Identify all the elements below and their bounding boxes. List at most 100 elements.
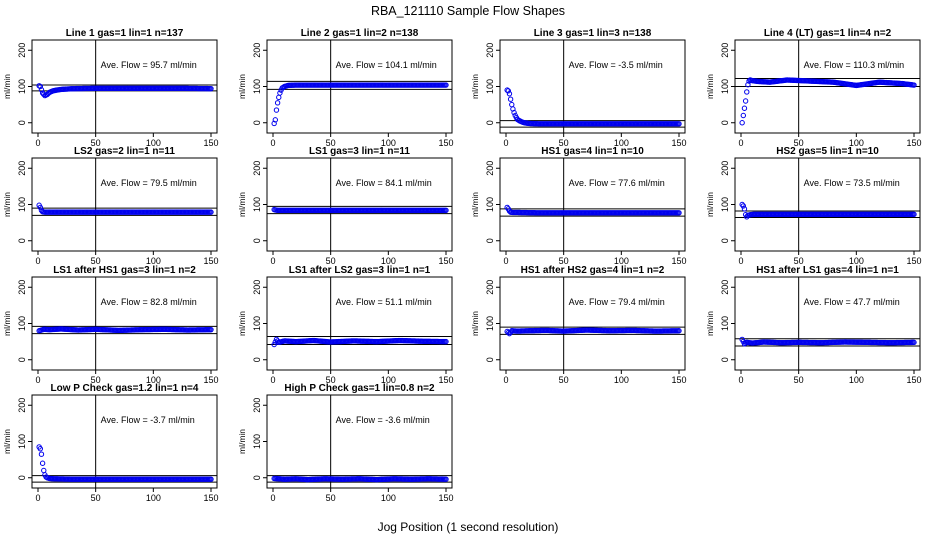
y-tick-label: 0 [485,238,495,243]
y-tick-label: 200 [252,398,262,413]
data-points [739,77,917,126]
data-points [36,444,214,482]
panel-title: Line 2 gas=1 lin=2 n=138 [301,28,419,39]
y-tick-label: 0 [17,357,27,362]
panel-title: HS1 gas=4 lin=1 n=10 [541,146,644,157]
x-tick-label: 150 [671,375,686,385]
x-tick-label: 100 [614,375,629,385]
y-axis-title: ml/min [237,429,247,454]
x-tick-label: 150 [438,493,453,503]
data-point [273,107,280,113]
y-tick-label: 0 [720,238,730,243]
data-point [443,82,449,88]
x-tick-label: 150 [671,256,686,266]
data-point [741,105,748,111]
y-tick-label: 0 [17,475,27,480]
y-tick-label: 100 [485,197,495,212]
y-axis-title: ml/min [2,311,12,336]
panel-title: LS2 gas=2 lin=1 n=11 [74,146,175,157]
y-tick-label: 200 [17,280,27,295]
panel-title: High P Check gas=1 lin=0.8 n=2 [284,383,435,394]
y-tick-label: 200 [252,280,262,295]
y-axis-title: ml/min [470,74,480,99]
panel: LS1 after HS1 gas=3 lin=1 n=2 0 50 100 150 0 1… [2,265,219,385]
data-point [208,85,214,92]
y-tick-label: 200 [720,161,730,176]
x-tick-label: 0 [738,375,743,385]
y-tick-label: 100 [252,79,262,94]
average-flow-label: Ave. Flow = 84.1 ml/min [336,178,432,188]
x-tick-label: 50 [91,138,101,148]
x-tick-label: 150 [203,256,218,266]
y-axis-title: ml/min [705,311,715,336]
x-tick-label: 50 [794,256,804,266]
average-flow-label: Ave. Flow = 47.7 ml/min [804,297,900,307]
x-tick-label: 50 [91,256,101,266]
data-point [739,201,745,208]
x-tick-label: 150 [671,138,686,148]
data-point [740,112,747,119]
average-flow-label: Ave. Flow = -3.5 ml/min [569,60,663,70]
y-tick-label: 0 [720,120,730,125]
x-tick-label: 150 [203,138,218,148]
data-points [36,202,214,215]
y-axis-title: ml/min [470,192,480,217]
data-point [37,446,44,452]
x-tick-label: 50 [326,375,336,385]
average-flow-label: Ave. Flow = 95.7 ml/min [101,60,197,70]
data-point [506,91,513,97]
y-tick-label: 100 [17,197,27,212]
data-point [443,338,449,345]
panel-title: Line 3 gas=1 lin=3 n=138 [534,28,652,39]
y-tick-label: 100 [17,434,27,449]
average-flow-label: Ave. Flow = 104.1 ml/min [336,60,437,70]
y-tick-label: 100 [720,79,730,94]
panel: LS2 gas=2 lin=1 n=11 0 50 100 150 0 100 200 ml/m… [2,146,219,266]
data-points [36,326,214,334]
data-points [739,336,917,347]
x-tick-label: 50 [794,138,804,148]
x-tick-label: 100 [146,375,161,385]
plot-frame [266,394,453,489]
panel: LS1 gas=3 lin=1 n=11 0 50 100 150 0 100 200 ml/m… [237,146,454,266]
x-tick-label: 100 [614,138,629,148]
x-tick-label: 100 [381,256,396,266]
average-flow-label: Ave. Flow = 79.4 ml/min [569,297,665,307]
x-tick-label: 0 [35,138,40,148]
x-tick-label: 0 [270,138,275,148]
x-tick-label: 0 [270,256,275,266]
data-point [272,117,279,123]
y-tick-label: 100 [720,316,730,331]
x-tick-label: 0 [35,375,40,385]
y-axis-title: ml/min [705,192,715,217]
data-points [271,82,449,127]
data-point [443,476,449,482]
y-tick-label: 200 [485,280,495,295]
panel: Line 3 gas=1 lin=3 n=138 0 50 100 150 0 100 200… [470,28,687,148]
y-tick-label: 0 [252,238,262,243]
data-point [741,206,748,212]
x-tick-label: 150 [438,256,453,266]
y-tick-label: 200 [252,161,262,176]
panel: High P Check gas=1 lin=0.8 n=2 0 50 100 150 0… [237,383,454,503]
data-point [740,203,747,209]
data-point [676,121,682,127]
y-axis-title: ml/min [237,74,247,99]
y-axis-title: ml/min [470,311,480,336]
y-axis-title: ml/min [237,192,247,217]
x-tick-label: 150 [906,375,921,385]
y-tick-label: 0 [720,357,730,362]
x-tick-label: 0 [503,256,508,266]
panel: HS1 after LS1 gas=4 lin=1 n=1 0 50 100 150 0 1… [705,265,922,385]
y-tick-label: 100 [485,79,495,94]
x-tick-label: 150 [203,375,218,385]
x-axis-title: Jog Position (1 second resolution) [378,520,559,534]
data-points [739,201,917,220]
x-tick-label: 100 [146,138,161,148]
plot-frame [31,157,218,252]
y-tick-label: 100 [17,79,27,94]
y-tick-label: 0 [485,120,495,125]
x-tick-label: 50 [326,493,336,503]
data-point [911,82,917,88]
data-point [208,209,214,215]
